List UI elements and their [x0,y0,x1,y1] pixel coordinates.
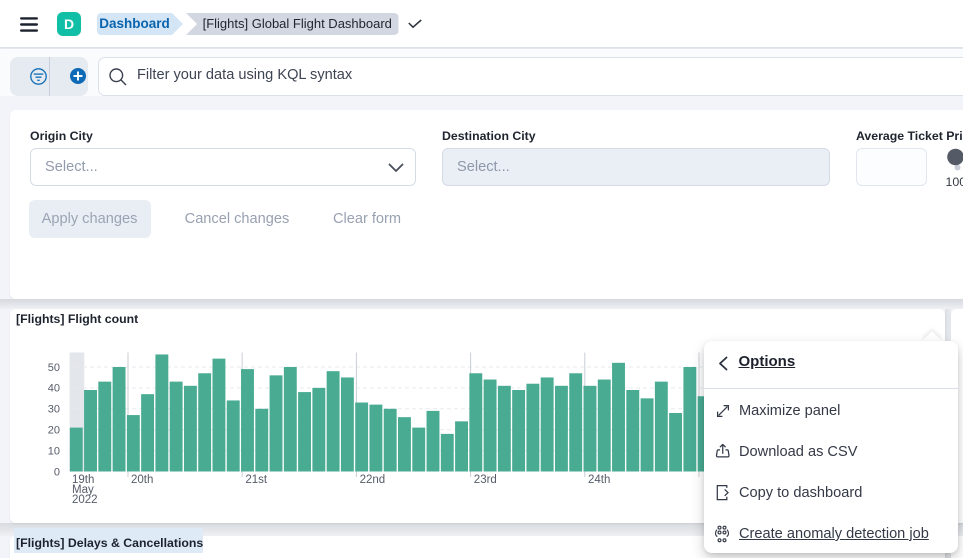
svg-text:24th: 24th [588,474,610,486]
svg-text:0: 0 [54,466,60,478]
svg-text:May: May [72,484,94,496]
svg-text:19th: 19th [72,474,94,486]
svg-text:20th: 20th [131,474,153,486]
svg-text:50: 50 [48,362,60,374]
svg-text:23rd: 23rd [474,474,497,486]
svg-text:40: 40 [48,383,60,395]
svg-text:22nd: 22nd [360,474,386,486]
svg-text:2022: 2022 [72,494,98,506]
svg-text:10: 10 [48,445,60,457]
svg-text:30: 30 [48,404,60,416]
svg-text:21st: 21st [245,474,268,486]
svg-text:20: 20 [48,425,60,437]
